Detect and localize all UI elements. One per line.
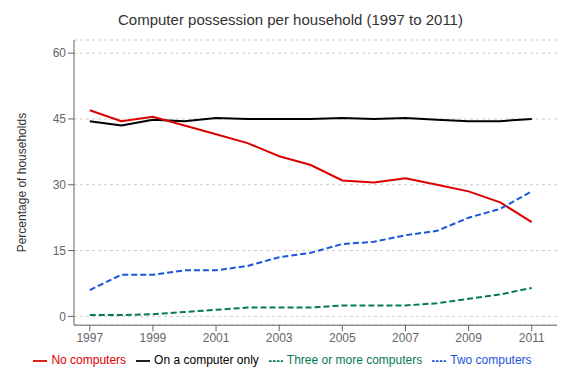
svg-text:30: 30: [53, 178, 67, 192]
svg-text:60: 60: [53, 46, 67, 60]
html-text:No computers: No computers: [51, 353, 127, 368]
svg-text:2011: 2011: [519, 331, 545, 345]
html-text:Three or more computers: Three or more computers: [286, 353, 423, 368]
svg-text:15: 15: [53, 244, 67, 258]
html-text:On a computer only: On a computer only: [154, 353, 259, 368]
svg-text:2007: 2007: [392, 331, 419, 345]
svg-text:2003: 2003: [266, 331, 293, 345]
svg-text:1997: 1997: [76, 331, 103, 345]
svg-text:1999: 1999: [140, 331, 167, 345]
svg-text:2001: 2001: [203, 331, 230, 345]
svg-text:2009: 2009: [455, 331, 482, 345]
svg-text:0: 0: [59, 310, 66, 324]
svg-text:45: 45: [53, 112, 67, 126]
html-text:Two computers: Two computers: [450, 353, 532, 368]
svg-text:Percentage of households: Percentage of households: [15, 113, 29, 252]
svg-text:2005: 2005: [329, 331, 356, 345]
html-text:Computer possession per househ: Computer possession per household (1997 …: [118, 11, 463, 28]
